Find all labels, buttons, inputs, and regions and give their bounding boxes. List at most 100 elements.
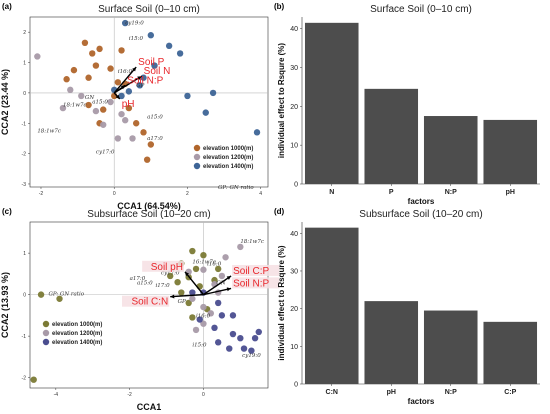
species-label: i17:0 [155, 283, 170, 289]
data-point [92, 62, 100, 69]
data-point [253, 129, 261, 136]
y-tick-label: 0 [23, 293, 26, 299]
data-point [85, 101, 92, 109]
y-axis-label: CCA2 (23.44 %) [0, 69, 10, 135]
vector-arrow [203, 287, 232, 296]
data-point [129, 135, 136, 142]
vector-label-bg [232, 277, 280, 289]
vector-label: Soil C:N [132, 297, 169, 308]
bar [364, 301, 419, 384]
data-point [92, 107, 100, 115]
y-tick-label: 40 [290, 26, 298, 33]
data-point [125, 104, 133, 112]
y-tick-label: 20 [290, 306, 298, 313]
data-point [189, 314, 196, 321]
vector-label: Soil pH [151, 262, 183, 273]
vector-label-bg [122, 295, 170, 307]
data-point [185, 299, 192, 307]
panel-label: (b) [274, 2, 285, 11]
data-point [56, 295, 63, 302]
data-point [192, 265, 200, 273]
vector-arrowhead [226, 275, 232, 280]
data-point [147, 32, 155, 39]
data-point [143, 156, 151, 163]
species-label: cy17:0 [161, 271, 180, 277]
data-point [70, 66, 78, 74]
data-point [63, 76, 70, 83]
species-label: i15:0 [129, 36, 144, 42]
data-point [176, 50, 184, 57]
data-point [229, 312, 237, 319]
vector-label-bg [232, 264, 280, 276]
bar [483, 119, 538, 184]
y-tick-label: 0 [294, 382, 298, 389]
legend-label: elevation 1200(m) [203, 155, 253, 161]
data-point [255, 328, 262, 336]
data-point [237, 335, 244, 342]
species-label: 18:1w7c [37, 128, 61, 134]
data-point [122, 117, 129, 124]
chart-title: Surface Soil (0–10 cm) [370, 4, 472, 15]
data-point [207, 310, 215, 317]
legend-label: elevation 1400(m) [52, 340, 102, 346]
vector-arrowhead [132, 67, 137, 72]
data-point [85, 74, 92, 81]
x-tick-label: -4 [54, 392, 59, 398]
species-label: GP [178, 299, 186, 305]
data-point [200, 252, 207, 259]
data-point [100, 121, 107, 128]
y-tick-label: 30 [290, 65, 298, 72]
data-point [132, 120, 140, 127]
y-tick-label: 20 [290, 104, 298, 111]
legend-swatch [42, 320, 50, 328]
x-tick-label: -2 [39, 191, 44, 197]
data-point [151, 62, 158, 69]
data-point [209, 89, 217, 97]
data-point [147, 141, 155, 148]
chart-title: Subsurface Soil (10–20 cm) [87, 209, 210, 220]
data-point [248, 347, 255, 354]
data-point [211, 324, 218, 332]
data-point [222, 254, 229, 261]
data-point [218, 312, 226, 319]
vector-label: Soil N [144, 66, 171, 77]
data-point [214, 339, 222, 346]
data-point [78, 92, 85, 100]
x-tick-label: 0 [113, 191, 116, 197]
vector-arrowhead [137, 76, 142, 80]
data-point [107, 65, 114, 72]
x-tick-label: C:P [504, 389, 516, 396]
data-point [59, 104, 67, 112]
y-tick-label: 30 [290, 268, 298, 275]
species-label: 16:1w7c [192, 260, 216, 266]
bar [304, 227, 359, 384]
y-tick-label: 10 [290, 143, 298, 150]
legend-swatch [193, 153, 201, 161]
x-axis-label: factors [408, 397, 435, 406]
y-tick-label: 2 [23, 30, 26, 36]
legend-swatch [42, 338, 50, 346]
chart-title: Surface Soil (0–10 cm) [98, 4, 200, 15]
vector-arrowhead [184, 271, 190, 277]
y-tick-label: 1 [23, 251, 26, 257]
data-point [214, 299, 222, 307]
data-point [165, 42, 173, 50]
data-point [167, 272, 174, 280]
x-axis-label: CCA1 [137, 402, 162, 412]
data-point [189, 247, 196, 255]
legend-swatch [193, 144, 201, 152]
data-point [67, 86, 74, 94]
vector-arrow [170, 293, 204, 298]
y-tick-label: 10 [290, 344, 298, 351]
data-point [125, 88, 133, 95]
x-axis-label: CCA1 (64.54%) [117, 201, 181, 211]
x-tick-label: pH [387, 389, 396, 396]
data-point [89, 50, 96, 57]
y-tick-label: 40 [290, 231, 298, 238]
x-axis-label: factors [408, 197, 435, 206]
data-point [229, 330, 237, 338]
y-tick-label: -2 [22, 152, 27, 158]
vector-arrow [203, 275, 232, 296]
